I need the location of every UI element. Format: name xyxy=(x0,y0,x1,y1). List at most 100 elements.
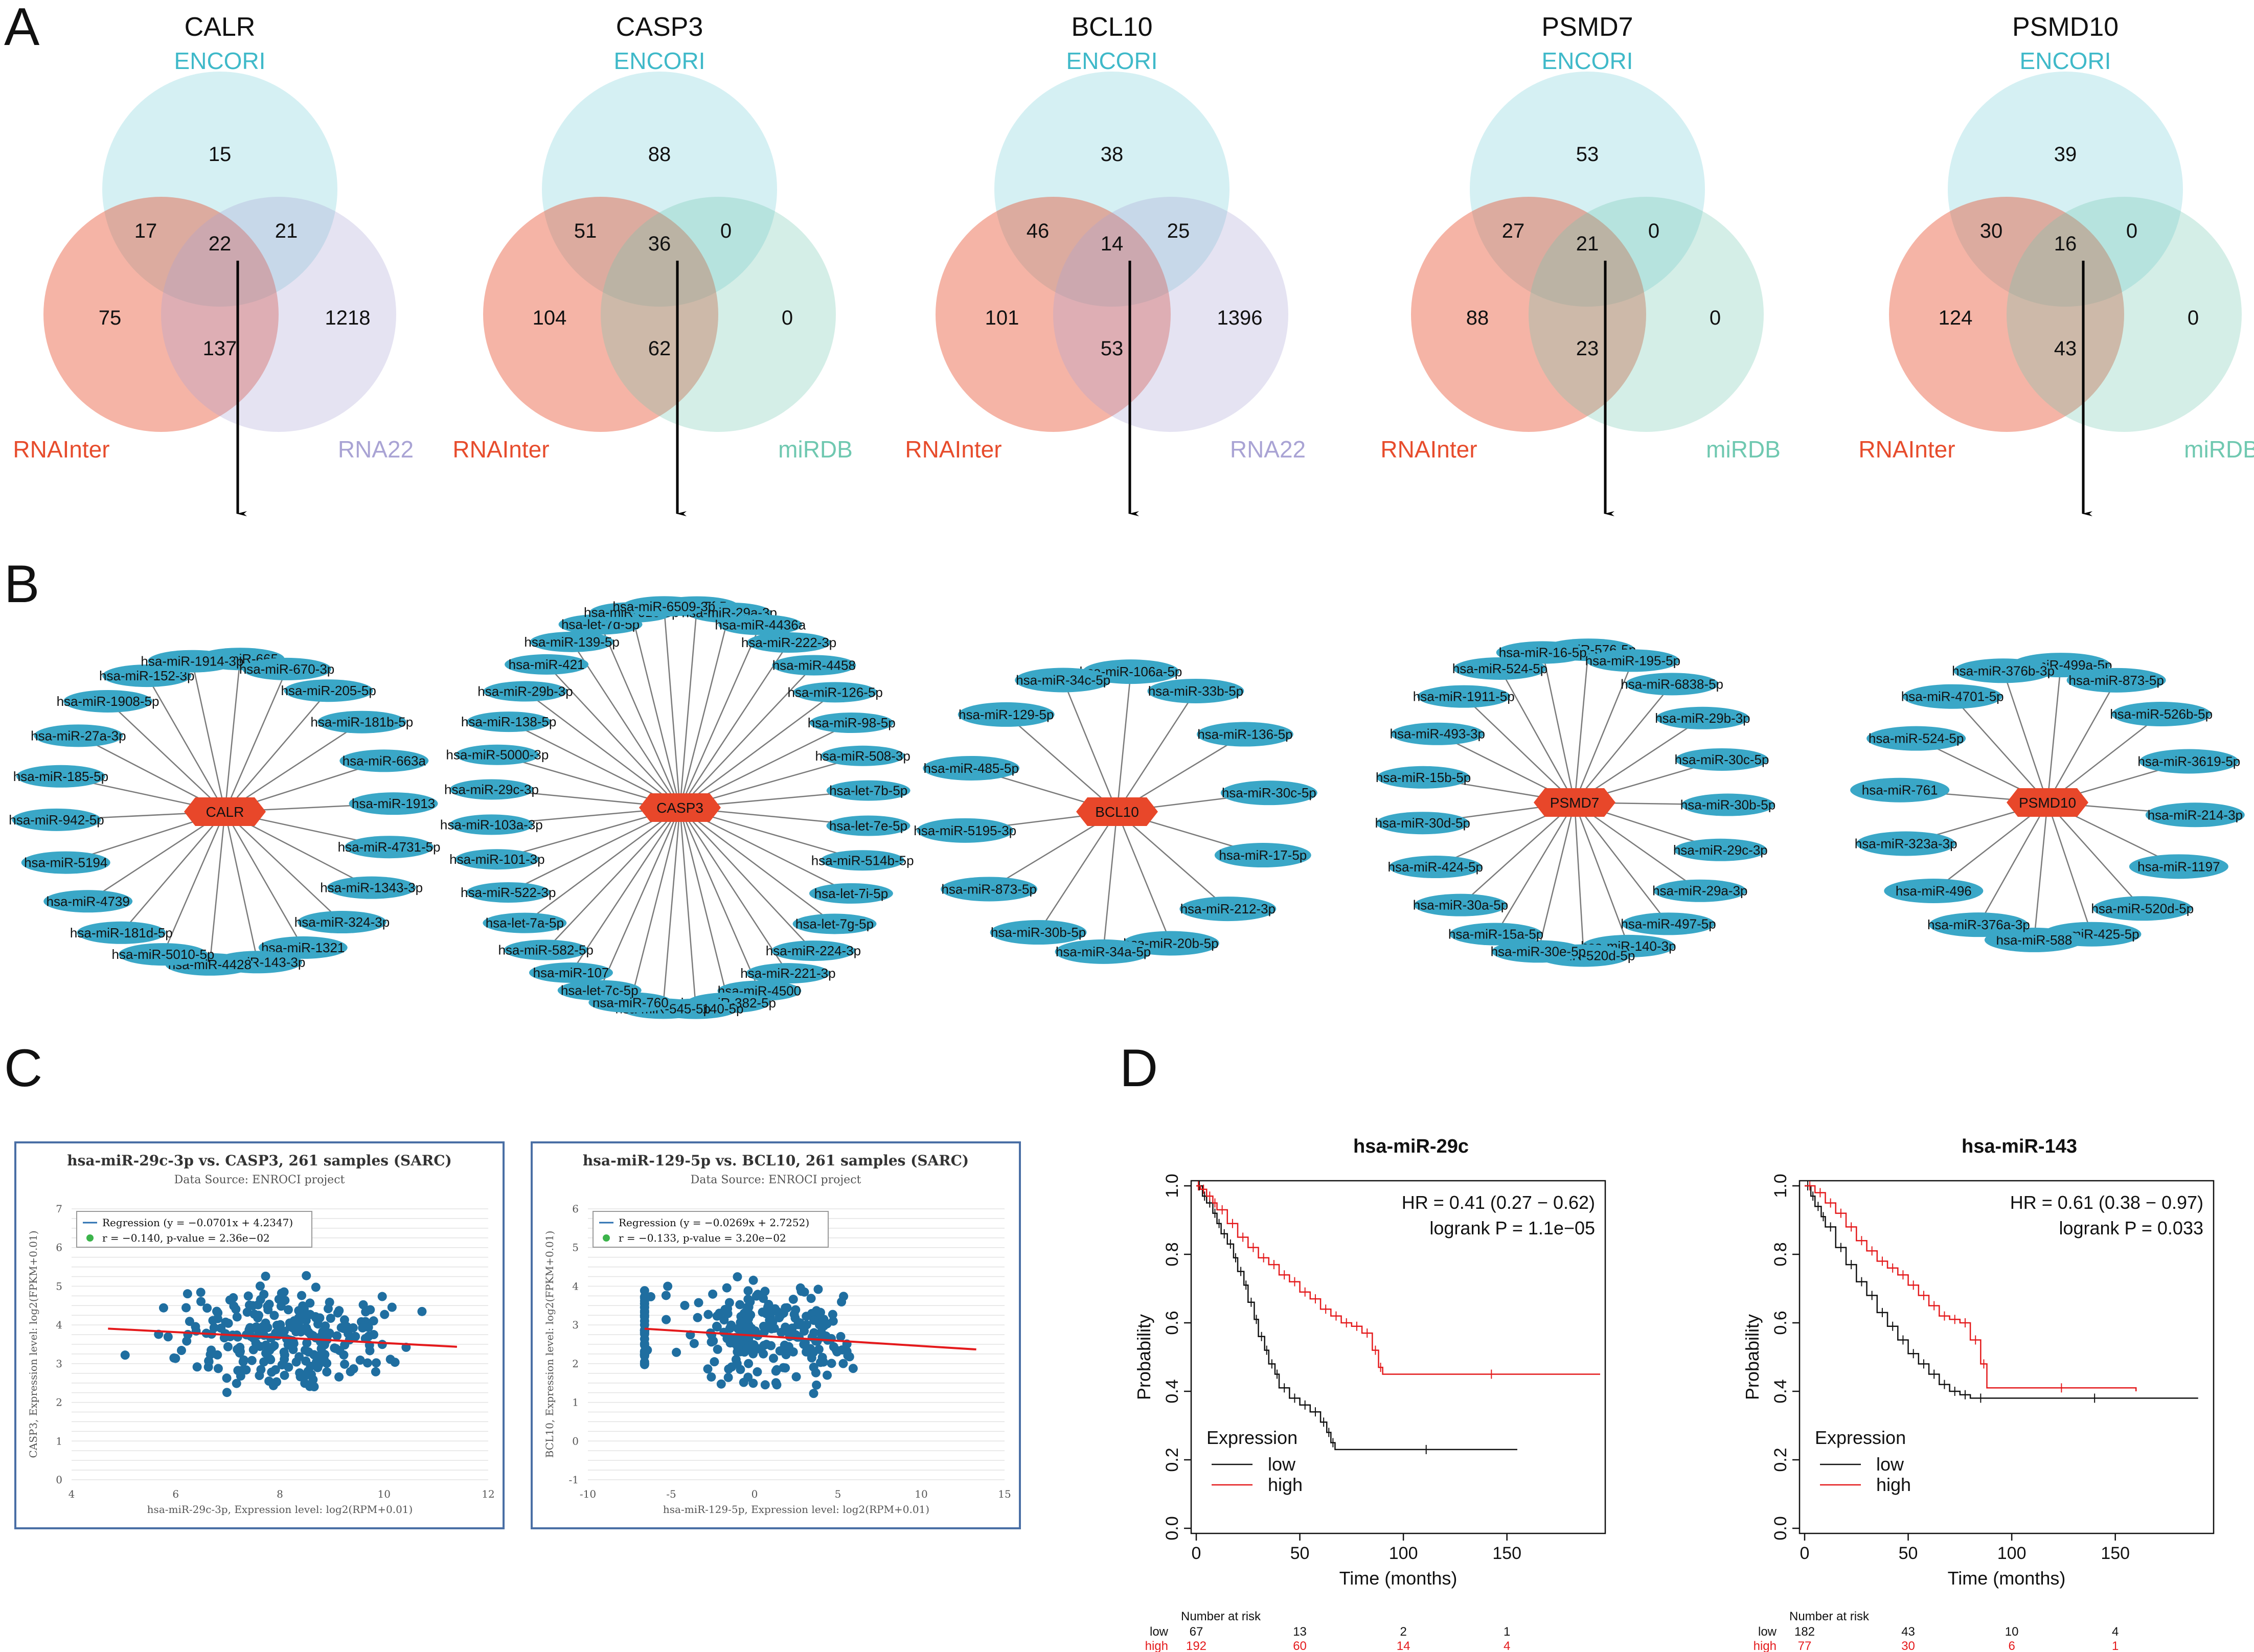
km-hr: HR = 0.61 (0.38 − 0.97) xyxy=(2010,1192,2203,1213)
data-point xyxy=(744,1359,754,1368)
x-tick-label: -5 xyxy=(666,1488,676,1500)
mirna-node-label: hsa-miR-520d-5p xyxy=(2091,901,2194,916)
mirna-node-label: hsa-miR-181d-5p xyxy=(70,925,173,940)
data-point xyxy=(293,1319,303,1328)
data-point xyxy=(848,1364,858,1373)
network-edge xyxy=(2046,802,2092,935)
data-point xyxy=(208,1316,218,1325)
data-point xyxy=(259,1330,269,1340)
mirna-node-label: hsa-miR-526b-5p xyxy=(2110,706,2213,722)
mirna-node-label: hsa-miR-5010-5p xyxy=(112,947,215,962)
data-point xyxy=(269,1341,279,1350)
network-edge xyxy=(679,642,790,808)
data-point xyxy=(380,1310,390,1319)
data-point xyxy=(814,1344,824,1354)
mirna-node xyxy=(284,679,373,702)
y-tick-label: 6 xyxy=(572,1203,579,1215)
data-point xyxy=(196,1297,206,1306)
data-point xyxy=(207,1345,216,1355)
data-point xyxy=(807,1353,816,1363)
data-point xyxy=(302,1338,312,1348)
venn-gene-title: CASP3 xyxy=(616,12,703,42)
data-point xyxy=(269,1311,279,1320)
mirna-node xyxy=(1453,657,1546,680)
network-edge xyxy=(2033,802,2048,940)
mirna-node xyxy=(1147,678,1244,703)
network-edge xyxy=(679,664,815,808)
y-tick-label: 0.6 xyxy=(1771,1311,1790,1335)
data-point xyxy=(760,1287,770,1296)
mirna-node xyxy=(772,655,856,676)
venn-count: 53 xyxy=(1101,337,1124,360)
mirna-node xyxy=(16,765,105,788)
km-plot-mir143: hsa-miR-143 0.0 0.2 0.4 0.6 0.8 1.0 0 50 100 150 Ti… xyxy=(1742,1136,2215,1652)
network-edge xyxy=(571,641,681,808)
data-point xyxy=(232,1379,241,1388)
data-point xyxy=(812,1380,822,1390)
mirna-node xyxy=(1850,777,1950,802)
network-edge xyxy=(1574,660,1633,803)
mirna-node xyxy=(1449,923,1543,946)
venn-circle-right xyxy=(1529,197,1764,432)
mirna-node-label: hsa-miR-1914-3p xyxy=(141,654,243,669)
mirna-node-label: hsa-miR-29c-3p xyxy=(444,782,539,797)
data-point xyxy=(743,1294,753,1304)
venn-casp3: CASP3 ENCORI RNAInter miRDB 88 51 0 36 104 62 0 xyxy=(452,12,853,516)
data-point xyxy=(363,1322,373,1332)
network-edge xyxy=(679,692,836,809)
network-edge xyxy=(224,811,343,923)
mirna-node xyxy=(34,724,123,747)
data-point xyxy=(748,1275,758,1285)
mirna-node xyxy=(1417,685,1511,708)
venn-count: 14 xyxy=(1101,233,1124,255)
data-point xyxy=(176,1346,186,1356)
km-legend-label: low xyxy=(1876,1454,1904,1475)
data-point xyxy=(694,1298,703,1307)
data-point xyxy=(759,1349,768,1359)
data-point xyxy=(271,1329,281,1339)
mirna-node-label: hsa-let-7c-5p xyxy=(561,983,639,998)
mirna-node-label: hsa-miR-4701-5p xyxy=(1901,689,2004,704)
mirna-node-label: hsa-miR-181b-5p xyxy=(310,715,413,730)
venn-count: 0 xyxy=(2188,307,2199,329)
data-point xyxy=(237,1366,246,1375)
mirna-node xyxy=(297,911,386,934)
y-tick-label: -1 xyxy=(569,1474,579,1486)
data-point xyxy=(346,1367,355,1376)
data-point xyxy=(809,1316,819,1325)
mirna-node-label: hsa-miR-524-5p xyxy=(1869,731,1964,746)
legend-regression: Regression (y = −0.0269x + 2.7252) xyxy=(619,1217,809,1229)
venn-count: 124 xyxy=(1939,307,1973,329)
mirna-node xyxy=(809,713,894,733)
mirna-node-label: hsa-miR-1911-5p xyxy=(1413,689,1515,704)
panel-label-a: A xyxy=(4,0,40,57)
data-point xyxy=(703,1364,713,1374)
x-tick-label: 4 xyxy=(69,1488,75,1500)
mirna-node xyxy=(505,654,589,675)
data-point xyxy=(213,1364,223,1373)
data-point xyxy=(244,1300,254,1310)
network-edge xyxy=(1952,696,2048,803)
network-edge xyxy=(1542,652,1576,803)
x-tick-label: 0 xyxy=(1192,1544,1201,1563)
venn-count: 88 xyxy=(1466,307,1489,329)
mirna-node-label: hsa-miR-1343-3p xyxy=(320,880,423,896)
data-point xyxy=(369,1330,378,1340)
mirna-node xyxy=(1496,641,1589,664)
network-edge xyxy=(2002,670,2048,803)
network-edge xyxy=(1495,802,1576,935)
mirna-node-label: hsa-miR-376a-3p xyxy=(1927,917,2030,932)
mirna-node-label: hsa-miR-524-5p xyxy=(1452,661,1547,676)
data-point xyxy=(813,1284,823,1294)
data-point xyxy=(294,1306,304,1316)
network-edge xyxy=(524,807,680,924)
venn-count: 104 xyxy=(533,307,567,329)
data-point xyxy=(322,1367,332,1377)
network-bcl10: hsa-miR-106a-5phsa-miR-33b-5phsa-miR-136… xyxy=(914,659,1317,964)
network-edge xyxy=(1102,811,1118,952)
mirna-node-label: hsa-miR-424-5p xyxy=(1388,859,1483,875)
data-point xyxy=(296,1327,306,1337)
y-tick-label: 7 xyxy=(56,1203,62,1215)
mirna-node-label: hsa-miR-136-5p xyxy=(1197,727,1292,742)
mirna-node xyxy=(1196,722,1293,747)
